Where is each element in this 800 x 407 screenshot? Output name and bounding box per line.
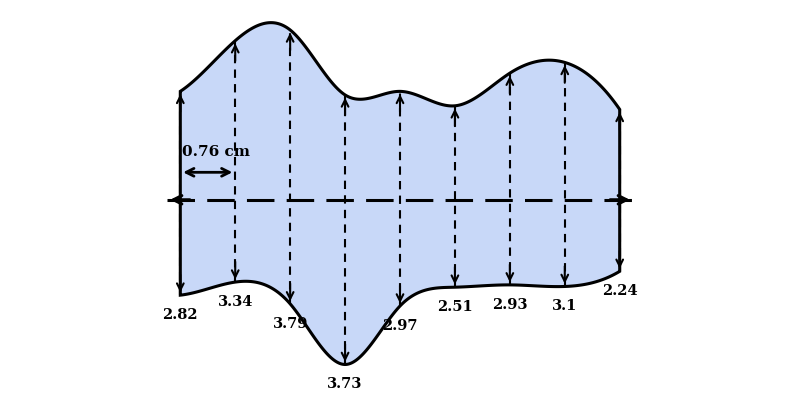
Text: 2.82: 2.82 [162, 308, 198, 322]
Text: 2.93: 2.93 [492, 298, 528, 312]
Polygon shape [180, 23, 620, 365]
Text: 3.34: 3.34 [218, 295, 253, 309]
Text: 0.76 cm: 0.76 cm [182, 145, 250, 160]
Text: 2.24: 2.24 [602, 284, 638, 298]
Text: 3.79: 3.79 [273, 317, 308, 331]
Text: 2.97: 2.97 [382, 319, 418, 333]
Text: 3.1: 3.1 [552, 300, 578, 313]
Text: 2.51: 2.51 [437, 300, 473, 314]
Text: 3.73: 3.73 [327, 377, 362, 392]
